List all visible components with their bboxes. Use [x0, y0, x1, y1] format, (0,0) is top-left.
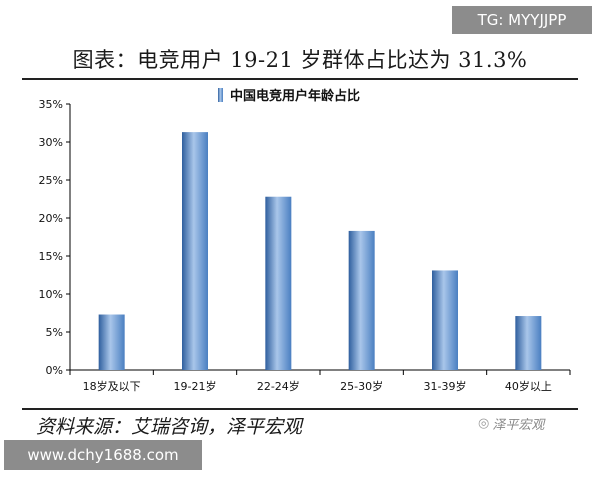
wechat-icon: ◎	[478, 416, 490, 431]
y-tick-label: 25%	[39, 174, 63, 187]
brand-mark: ◎ 泽平宏观	[478, 414, 544, 433]
x-tick-label: 40岁以上	[505, 379, 552, 393]
bottom-rule	[22, 408, 578, 410]
y-tick-label: 30%	[39, 136, 63, 149]
y-tick-label: 10%	[39, 288, 63, 301]
bar	[182, 132, 208, 370]
y-tick-label: 0%	[46, 364, 63, 377]
x-tick-label: 31-39岁	[424, 379, 467, 393]
top-rule	[22, 78, 578, 80]
bar	[98, 314, 125, 370]
legend-swatch	[218, 88, 223, 102]
bar-chart: 中国电竞用户年龄占比 0% 5% 10% 15% 20% 25% 30% 35% 18岁及以下 19…	[39, 88, 571, 393]
brand-label: 泽平宏观	[492, 418, 545, 433]
bar	[265, 196, 292, 370]
bar	[348, 230, 375, 370]
x-tick-label: 25-30岁	[340, 379, 383, 393]
y-tick-label: 15%	[39, 250, 63, 263]
bar	[432, 270, 458, 370]
x-tick-label: 19-21岁	[174, 379, 217, 393]
legend-label: 中国电竞用户年龄占比	[230, 88, 360, 104]
y-tick-label: 5%	[46, 326, 63, 339]
watermark-bottom: www.dchy1688.com	[4, 440, 202, 470]
source-note: 资料来源：艾瑞咨询，泽平宏观	[36, 416, 303, 438]
y-tick-label: 20%	[39, 212, 63, 225]
chart-title: 图表：电竞用户 19-21 岁群体占比达为 31.3%	[72, 48, 528, 72]
bar	[515, 316, 542, 370]
watermark-top: TG: MYYJJPP	[452, 6, 592, 34]
x-tick-label: 22-24岁	[257, 379, 300, 393]
y-tick-label: 35%	[39, 98, 63, 111]
x-tick-label: 18岁及以下	[83, 379, 141, 393]
